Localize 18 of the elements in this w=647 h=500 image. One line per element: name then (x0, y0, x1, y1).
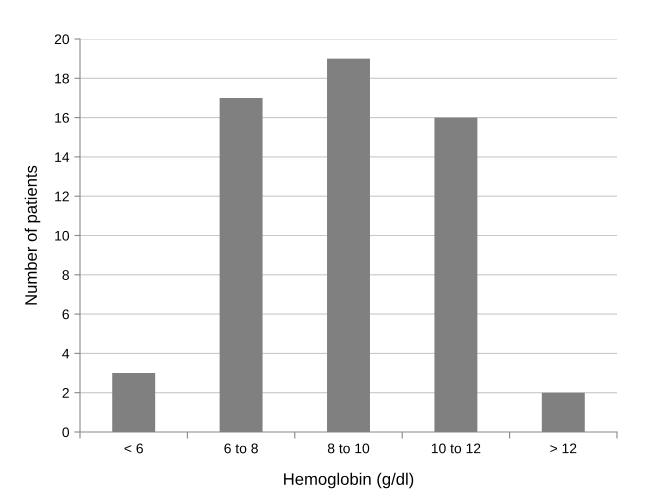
y-tick-label: 6 (62, 309, 69, 320)
y-tick-label: 4 (62, 348, 70, 358)
x-tick-label: 8 to 10 (328, 443, 370, 454)
x-tick-label: < 6 (124, 443, 143, 454)
y-tick-label: 0 (62, 427, 70, 438)
y-tick-label: 16 (55, 112, 69, 123)
y-tick-label: 2 (62, 388, 69, 398)
y-tick-label: 20 (54, 34, 70, 44)
y-tick-label: 12 (55, 192, 69, 202)
x-tick-label: > 12 (550, 443, 576, 454)
y-tick-label: 8 (62, 270, 69, 280)
x-axis-title: Hemoglobin (g/dl) (284, 472, 414, 488)
x-tick-label: 10 to 12 (432, 443, 480, 454)
y-tick-label: 14 (55, 152, 70, 162)
y-tick-label: 10 (55, 230, 70, 241)
y-tick-label: 18 (55, 74, 69, 84)
y-axis-title: Number of patients (24, 166, 40, 305)
x-tick-label: 6 to 8 (224, 443, 258, 454)
